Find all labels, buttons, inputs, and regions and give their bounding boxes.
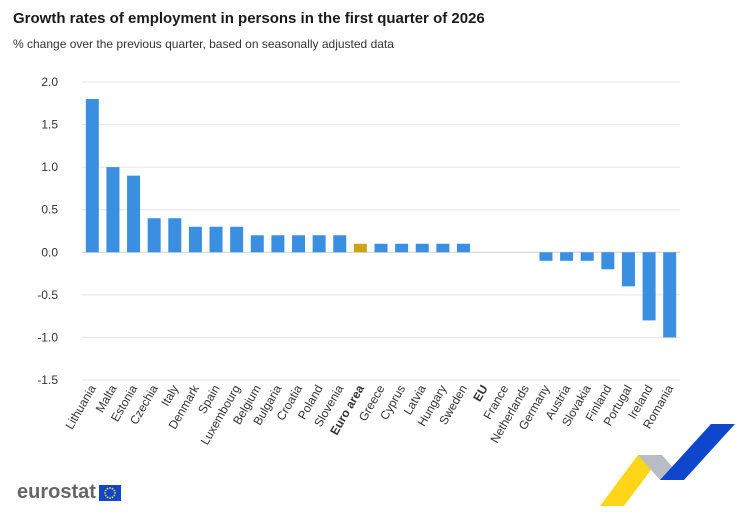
bar-bulgaria[interactable]	[271, 235, 285, 253]
y-tick-label: 1.0	[41, 160, 58, 174]
bar-hungary[interactable]	[436, 243, 450, 253]
bar-austria[interactable]	[560, 252, 574, 261]
y-tick-label: -1.0	[37, 330, 58, 344]
bar-ireland[interactable]	[642, 252, 656, 321]
bar-latvia[interactable]	[415, 243, 429, 253]
bar-poland[interactable]	[312, 235, 326, 253]
bar-malta[interactable]	[106, 167, 120, 253]
bar-finland[interactable]	[601, 252, 615, 270]
bar-greece[interactable]	[374, 243, 388, 253]
bar-lithuania[interactable]	[85, 99, 99, 253]
eurostat-logo[interactable]: eurostat	[17, 481, 121, 504]
bar-portugal[interactable]	[621, 252, 635, 287]
bar-estonia[interactable]	[127, 175, 141, 253]
y-tick-label: -0.5	[37, 288, 58, 302]
eurostat-wordmark: eurostat	[17, 481, 96, 503]
bar-denmark[interactable]	[188, 226, 202, 253]
chart-subtitle: % change over the previous quarter, base…	[13, 37, 394, 51]
bar-luxembourg[interactable]	[230, 226, 244, 253]
y-tick-label: -1.5	[37, 373, 58, 387]
y-tick-label: 0.0	[41, 245, 58, 259]
bar-romania[interactable]	[663, 252, 677, 338]
bars	[85, 99, 677, 338]
chart-title: Growth rates of employment in persons in…	[13, 10, 485, 27]
y-tick-label: 1.5	[41, 118, 58, 132]
bar-spain[interactable]	[209, 226, 223, 253]
bar-sweden[interactable]	[456, 243, 470, 253]
bar-czechia[interactable]	[147, 218, 161, 253]
bar-euro-area[interactable]	[353, 243, 367, 253]
bar-belgium[interactable]	[250, 235, 264, 253]
bar-slovenia[interactable]	[333, 235, 347, 253]
gridlines	[82, 81, 680, 381]
y-tick-label: 2.0	[41, 75, 58, 89]
bar-croatia[interactable]	[292, 235, 306, 253]
bar-slovakia[interactable]	[580, 252, 594, 261]
bar-italy[interactable]	[168, 218, 182, 253]
bar-germany[interactable]	[539, 252, 553, 261]
bar-cyprus[interactable]	[395, 243, 409, 253]
eu-flag-icon	[98, 484, 121, 501]
y-tick-label: 0.5	[41, 203, 58, 217]
y-axis-ticks: 2.0 1.5 1.0 0.5 0.0 -0.5 -1.0 -1.5	[37, 75, 58, 387]
